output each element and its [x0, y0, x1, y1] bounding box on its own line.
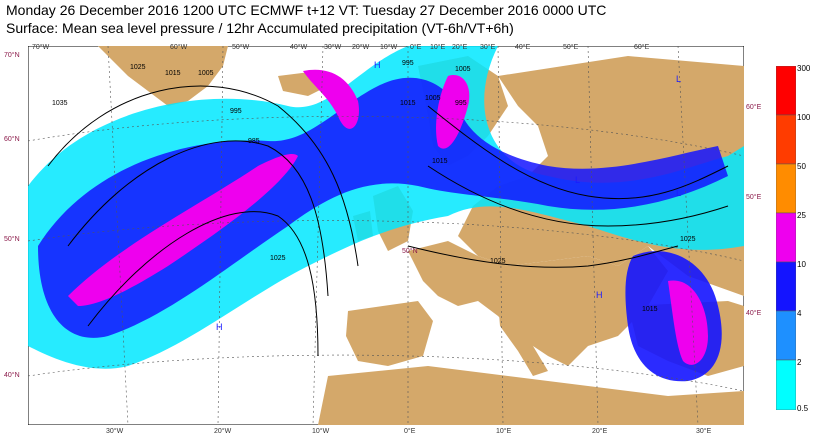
legend-swatch: [776, 66, 796, 116]
legend-label: 100: [797, 113, 811, 122]
legend-label: 10: [797, 260, 806, 269]
lon-label-bottom: 10°W: [312, 428, 330, 435]
isobar-label: 995: [455, 100, 467, 107]
legend-label: 25: [797, 211, 806, 220]
legend-swatch: [776, 212, 796, 263]
landmass-italy: [498, 301, 548, 376]
isobar-label: 1015: [165, 70, 181, 77]
isobar-label: 1025: [680, 236, 696, 243]
lon-label-bottom: 30°W: [106, 428, 124, 435]
lon-label-top: 30°W: [324, 44, 342, 51]
lon-label-top: 50°E: [563, 44, 579, 51]
legend-swatch: [776, 310, 796, 361]
low-pressure-marker: L: [676, 188, 682, 198]
high-pressure-marker: H: [374, 60, 381, 70]
precip-legend-colorbar: [776, 66, 796, 410]
lon-label-bottom: 20°E: [592, 428, 608, 435]
isobar-label: 1035: [52, 100, 68, 107]
legend-label: 0.5: [797, 404, 809, 413]
isobar-label: 1015: [432, 158, 448, 165]
lat-label-right: 40°E: [746, 310, 762, 317]
landmass-africa: [318, 366, 744, 425]
lon-label-bottom: 0°E: [404, 428, 416, 435]
high-pressure-marker: H: [216, 322, 223, 332]
low-pressure-marker: L: [575, 175, 581, 185]
header-title-line2: Surface: Mean sea level pressure / 12hr …: [6, 20, 514, 36]
lon-label-top: 20°E: [452, 44, 468, 51]
isobar-label: 1025: [490, 258, 506, 265]
legend-label: 2: [797, 358, 802, 367]
legend-swatch: [776, 359, 796, 410]
legend-swatch: [776, 261, 796, 312]
legend-swatch: [776, 114, 796, 165]
lon-label-bottom: 20°W: [214, 428, 232, 435]
lon-label-top: 40°W: [290, 44, 308, 51]
isobar-label: 995: [402, 60, 414, 67]
low-pressure-marker: L: [676, 74, 682, 84]
lat-label-left: 70°N: [4, 52, 20, 59]
isobar-label: 1005: [425, 95, 441, 102]
precip-band-cyan: [28, 46, 744, 369]
landmass-western-europe: [408, 241, 668, 366]
isobar-label: 985: [248, 138, 260, 145]
lon-label-bottom: 10°E: [496, 428, 512, 435]
legend-label: 4: [797, 309, 802, 318]
lon-label-top: 60°W: [170, 44, 188, 51]
precip-band-magenta-2: [303, 69, 359, 129]
lon-label-top: 10°E: [430, 44, 446, 51]
precip-band-magenta-3: [436, 75, 470, 149]
lat-label-left: 60°N: [4, 136, 20, 143]
lat-label-left: 40°N: [4, 372, 20, 379]
isobar-label: 1015: [400, 100, 416, 107]
landmass-iberia: [346, 301, 433, 366]
lat-label-inner: 50°N: [402, 248, 418, 255]
isobar-label: 1005: [198, 70, 214, 77]
lat-label-right: 50°E: [746, 194, 762, 201]
lon-label-top: 50°W: [232, 44, 250, 51]
lon-label-top: 10°W: [380, 44, 398, 51]
legend-label: 300: [797, 64, 811, 73]
isobar-label: 1015: [642, 306, 658, 313]
lon-label-top: 30°E: [480, 44, 496, 51]
header-title-line1: Monday 26 December 2016 1200 UTC ECMWF t…: [6, 2, 607, 18]
lon-label-top: 40°E: [515, 44, 531, 51]
landmass-greenland: [98, 46, 228, 106]
lat-label-right: 60°E: [746, 104, 762, 111]
precip-cyclone-east-med-core: [668, 280, 708, 365]
high-pressure-marker: H: [596, 290, 603, 300]
isobar-label: 1025: [130, 64, 146, 71]
weather-map: [28, 46, 744, 425]
lon-label-top: 70°W: [32, 44, 50, 51]
isobar-label: 1025: [270, 255, 286, 262]
lon-label-bottom: 30°E: [696, 428, 712, 435]
lon-label-top: 60°E: [634, 44, 650, 51]
precip-band-blue: [38, 77, 728, 338]
isobar-label: 995: [230, 108, 242, 115]
legend-swatch: [776, 163, 796, 214]
lat-label-left: 50°N: [4, 236, 20, 243]
isobar-label: 1005: [455, 66, 471, 73]
lon-label-top: 20°W: [352, 44, 370, 51]
legend-label: 50: [797, 162, 806, 171]
lon-label-top: 0°E: [410, 44, 422, 51]
precip-band-magenta: [68, 154, 298, 306]
